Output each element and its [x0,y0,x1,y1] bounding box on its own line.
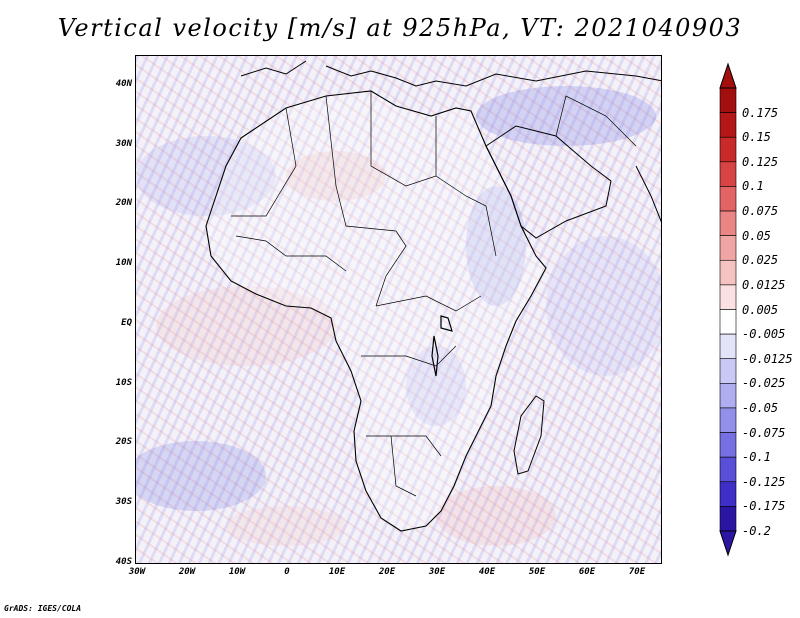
country-borders [231,91,637,497]
colorbar-label: 0.025 [742,253,779,268]
colorbar-box [719,407,737,433]
lat-tick-label: 30S [115,497,132,507]
lat-tick-label: 20N [115,198,132,208]
lake-outline [440,315,453,332]
lat-tick-label: 10S [115,378,132,388]
colorbar-label: -0.05 [742,400,779,415]
colorbar-bottom-arrow [719,530,737,557]
africa-coastline [205,90,547,532]
credit-text: GrADS: IGES/COLA [4,604,82,613]
colorbar-box [719,284,737,310]
lake-outline [431,335,439,377]
lon-tick-label: 10W [228,567,246,577]
colorbar-label: -0.1 [742,450,771,465]
colorbar-box [719,136,737,163]
map-plot-area [135,55,662,564]
colorbar-box [719,186,737,212]
arabia-coastline [485,125,612,239]
india-coastline [635,165,661,223]
lon-tick-label: 70E [628,567,646,577]
lat-tick-label: EQ [121,318,132,328]
colorbar-label: 0.125 [742,154,779,169]
lat-tick-label: 20S [115,437,132,447]
lat-tick-label: 40N [115,79,132,89]
colorbar-label: -0.0125 [742,351,793,366]
colorbar-label: -0.005 [742,327,786,342]
colorbar-label: 0.15 [742,130,771,145]
colorbar-box [719,481,737,507]
colorbar-box [719,161,737,187]
colorbar-box [719,112,737,138]
colorbar-label: -0.175 [742,499,786,514]
colorbar-box [719,87,737,113]
lon-tick-label: 50E [528,567,546,577]
colorbar-box [719,259,737,286]
colorbar-label: 0.0125 [742,277,786,292]
colorbar-box [719,358,737,384]
lon-tick-label: 60E [578,567,596,577]
map-svg [136,60,661,546]
lat-tick-label: 40S [115,557,132,567]
lon-tick-label: 10E [328,567,346,577]
lon-tick-label: 0 [284,567,290,577]
lat-tick-label: 30N [115,139,132,149]
colorbar-label: 0.005 [742,302,779,317]
colorbar-box [719,333,737,360]
colorbar-box [719,456,737,483]
lon-tick-label: 30E [428,567,446,577]
colorbar-label: -0.075 [742,425,786,440]
colorbar-box [719,383,737,409]
colorbar-box [719,235,737,261]
map-title: Vertical velocity [m/s] at 925hPa, VT: 2… [57,14,743,42]
colorbar-box [719,432,737,458]
colorbar-label: 0.1 [742,179,764,194]
colorbar-box [719,210,737,236]
colorbar-label: 0.05 [742,228,771,243]
colorbar-top-arrow [719,62,737,89]
lon-tick-label: 30W [128,567,146,577]
colorbar-label: -0.2 [742,524,771,538]
colorbar-label: 0.175 [742,105,779,120]
colorbar-label: -0.025 [742,376,786,391]
lon-tick-label: 40E [478,567,496,577]
colorbar-box [719,309,737,335]
madagascar-coastline [513,395,545,475]
lon-tick-label: 20E [378,567,396,577]
colorbar-label: 0.075 [742,204,779,219]
europe-coastline [240,60,661,87]
lat-tick-label: 10N [115,258,132,268]
lon-tick-label: 20W [178,567,196,577]
colorbar-box [719,506,737,532]
colorbar-label: -0.125 [742,474,786,489]
